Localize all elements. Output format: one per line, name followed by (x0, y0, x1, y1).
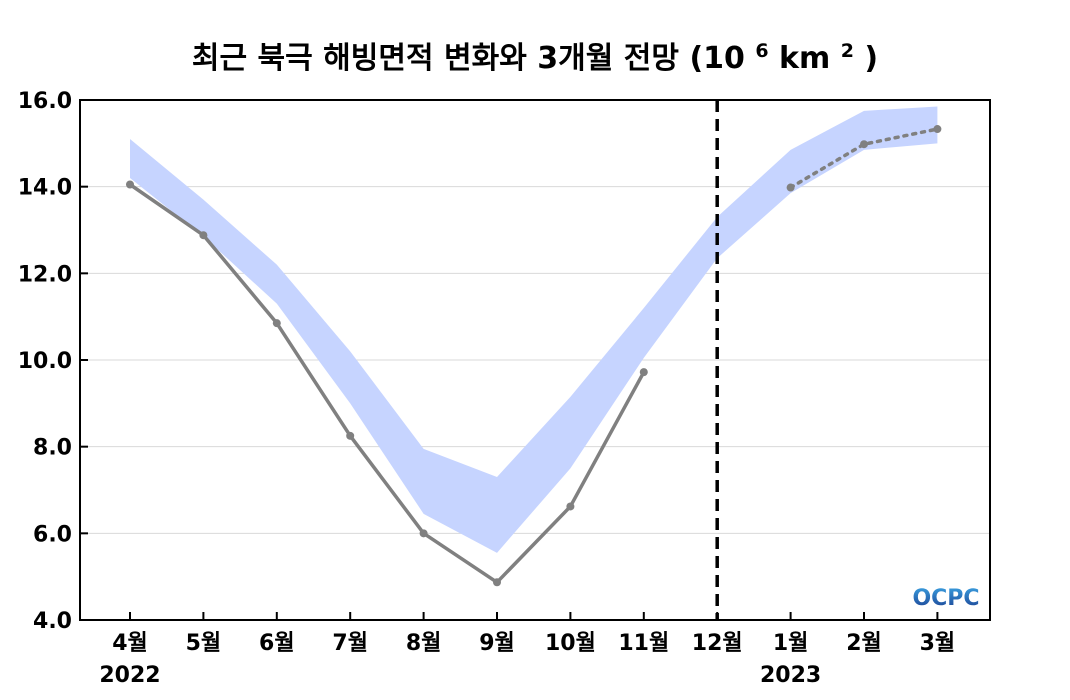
x-tick-label: 4월 (112, 631, 148, 656)
y-tick-label: 6.0 (33, 522, 72, 547)
observed-solid-point (199, 231, 208, 240)
forecast-dotted-point (786, 183, 795, 192)
y-tick-label: 16.0 (18, 89, 72, 114)
chart-title-unit-close: ) (864, 41, 878, 76)
observed-solid-point (126, 180, 134, 189)
series-layer (126, 125, 942, 587)
ocpc-logo-text: OCPC (912, 586, 979, 611)
y-tick-label: 8.0 (33, 436, 72, 461)
x-tick-label: 6월 (259, 631, 295, 656)
x-tick-label: 5월 (186, 631, 222, 656)
forecast-dotted-point (860, 140, 868, 149)
y-tick-label: 12.0 (18, 262, 72, 287)
x-axis: 4월 5월 6월 7월 8월 9월 10월 11월 12월 1월 2월 3월 2022 2023 (99, 612, 955, 688)
chart-title: 최근 북극 해빙면적 변화와 3개월 전망 (10 6 km 2 ) (192, 40, 878, 76)
x-tick-label: 1월 (773, 631, 809, 656)
y-tick-label: 10.0 (18, 349, 72, 374)
chart-title-unit-exponent: 6 (755, 40, 768, 62)
observed-solid-point (272, 319, 281, 328)
x-tick-label: 2월 (846, 631, 882, 656)
y-tick-label: 14.0 (18, 176, 72, 201)
y-axis: 4.0 6.0 8.0 10.0 12.0 14.0 16.0 (18, 89, 88, 634)
x-tick-label: 7월 (332, 631, 368, 656)
x-tick-label: 12월 (692, 631, 743, 656)
x-tick-label: 3월 (920, 631, 956, 656)
observed-solid-point (566, 502, 575, 511)
x-tick-label: 10월 (545, 631, 596, 656)
chart-title-unit-km: km (779, 41, 830, 76)
ocpc-logo: OCPC (912, 586, 979, 611)
chart-title-unit-square: 2 (841, 40, 854, 62)
observed-solid-point (346, 431, 355, 440)
range-band (130, 106, 938, 553)
chart-title-unit: (10 (689, 41, 744, 76)
observed-solid-line (129, 183, 646, 585)
observed-solid-point (639, 368, 648, 377)
observed-solid-point (419, 529, 428, 538)
x-tick-label: 11월 (618, 631, 669, 656)
chart-title-main: 최근 북극 해빙면적 변화와 3개월 전망 (192, 41, 679, 76)
y-tick-label: 4.0 (33, 609, 72, 634)
year-label: 2022 (99, 663, 160, 688)
x-tick-label: 8월 (406, 631, 442, 656)
year-label: 2023 (760, 663, 821, 688)
range-band-layer (130, 106, 938, 553)
forecast-dotted-point (933, 125, 942, 134)
observed-solid-point (493, 578, 501, 587)
x-tick-label: 9월 (479, 631, 515, 656)
